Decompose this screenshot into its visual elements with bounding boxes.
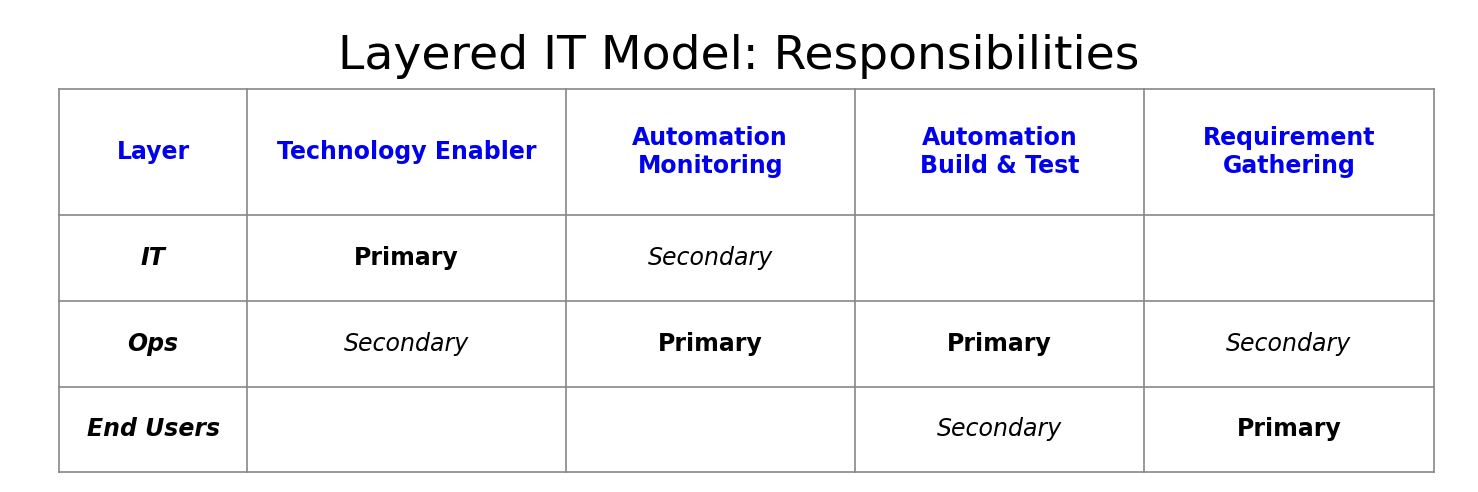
- Text: Secondary: Secondary: [1227, 332, 1351, 356]
- Text: Secondary: Secondary: [647, 246, 773, 270]
- Text: Automation
Build & Test: Automation Build & Test: [919, 126, 1079, 178]
- Text: Requirement
Gathering: Requirement Gathering: [1203, 126, 1375, 178]
- Text: Ops: Ops: [127, 332, 179, 356]
- Text: Secondary: Secondary: [937, 418, 1063, 441]
- Text: Primary: Primary: [1237, 418, 1342, 441]
- Text: Layered IT Model: Responsibilities: Layered IT Model: Responsibilities: [338, 34, 1140, 79]
- Text: Primary: Primary: [658, 332, 763, 356]
- Text: Secondary: Secondary: [344, 332, 469, 356]
- Text: Technology Enabler: Technology Enabler: [276, 140, 537, 164]
- Text: Automation
Monitoring: Automation Monitoring: [633, 126, 788, 178]
- Text: End Users: End Users: [87, 418, 220, 441]
- Text: Primary: Primary: [947, 332, 1052, 356]
- Text: Layer: Layer: [117, 140, 189, 164]
- Text: Primary: Primary: [355, 246, 458, 270]
- Text: IT: IT: [140, 246, 166, 270]
